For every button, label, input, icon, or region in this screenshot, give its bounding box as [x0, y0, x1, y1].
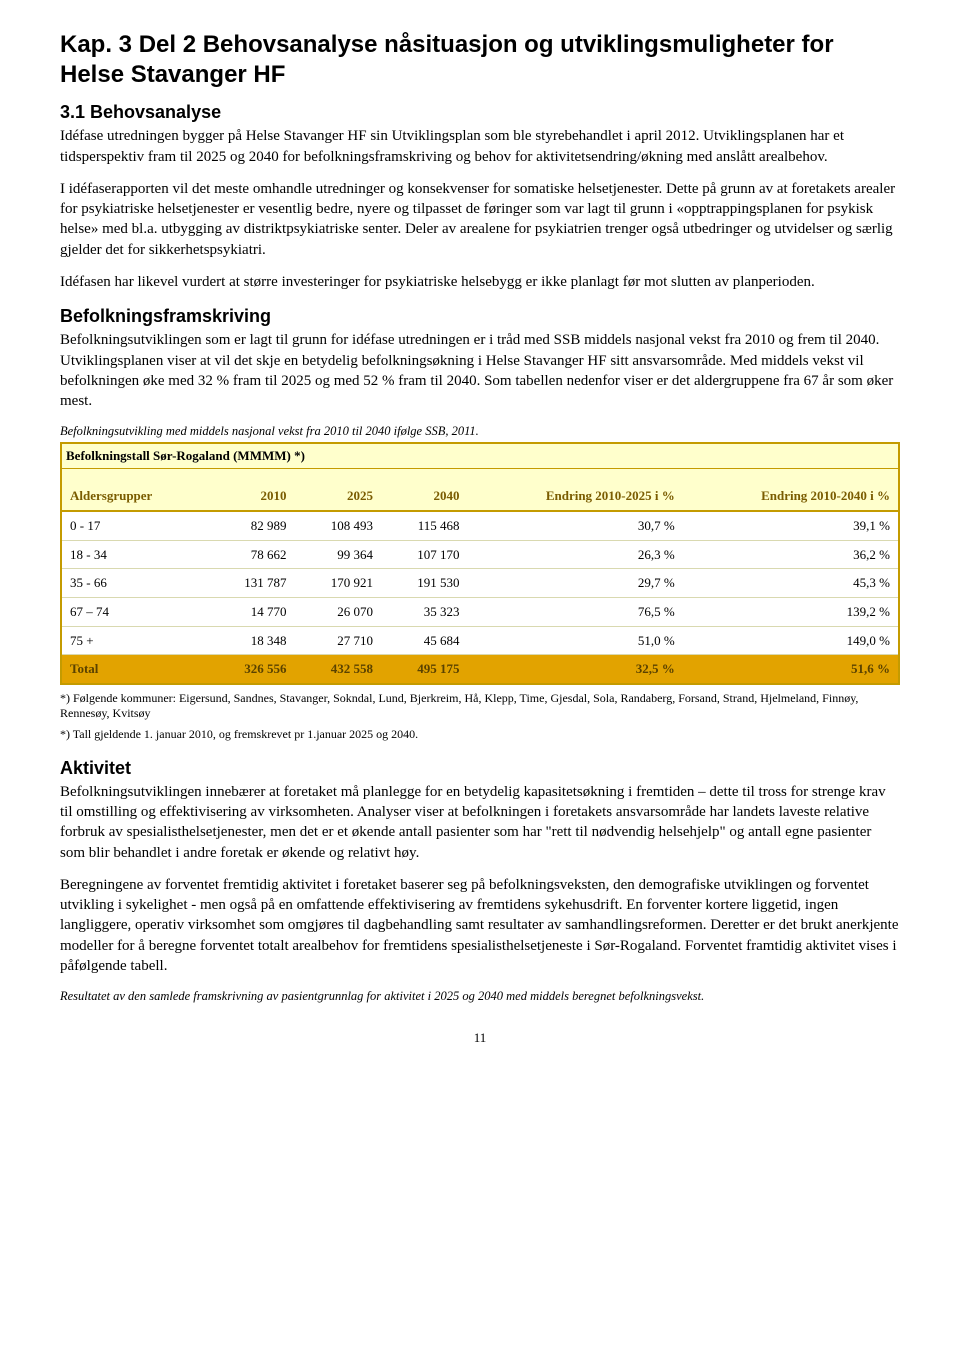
table-cell: 495 175 — [381, 655, 468, 684]
col-header: Endring 2010-2040 i % — [683, 468, 898, 511]
table-cell: 45 684 — [381, 626, 468, 655]
col-header: Endring 2010-2025 i % — [468, 468, 683, 511]
table-header-row: Aldersgrupper 2010 2025 2040 Endring 201… — [62, 468, 898, 511]
table-cell: 18 348 — [208, 626, 295, 655]
table-cell: 78 662 — [208, 540, 295, 569]
section-heading-befolkning: Befolkningsframskriving — [60, 304, 900, 328]
table-row: 0 - 1782 989108 493115 46830,7 %39,1 % — [62, 511, 898, 540]
paragraph: Idéfase utredningen bygger på Helse Stav… — [60, 126, 900, 167]
table-total-row: Total326 556432 558495 17532,5 %51,6 % — [62, 655, 898, 684]
table-cell: 32,5 % — [468, 655, 683, 684]
table-cell: 30,7 % — [468, 511, 683, 540]
table-banner: Befolkningstall Sør-Rogaland (MMMM) *) — [62, 443, 898, 468]
paragraph: Befolkningsutviklingen innebærer at fore… — [60, 782, 900, 863]
table-caption: Resultatet av den samlede framskrivning … — [60, 988, 900, 1005]
col-header: 2025 — [295, 468, 382, 511]
table-caption: Befolkningsutvikling med middels nasjona… — [60, 423, 900, 440]
table-cell: 27 710 — [295, 626, 382, 655]
paragraph: Utviklingsplanen viser at vil det skje e… — [60, 351, 900, 412]
table-cell: 99 364 — [295, 540, 382, 569]
paragraph: Befolkningsutviklingen som er lagt til g… — [60, 330, 900, 350]
table-cell: 26 070 — [295, 597, 382, 626]
table-cell: 76,5 % — [468, 597, 683, 626]
population-table: Befolkningstall Sør-Rogaland (MMMM) *) A… — [62, 442, 898, 684]
table-cell: 107 170 — [381, 540, 468, 569]
table-row: 35 - 66131 787170 921191 53029,7 %45,3 % — [62, 569, 898, 598]
table-cell: 51,0 % — [468, 626, 683, 655]
table-cell: 45,3 % — [683, 569, 898, 598]
table-cell: 326 556 — [208, 655, 295, 684]
table-footnote: *) Tall gjeldende 1. januar 2010, og fre… — [60, 727, 900, 742]
table-cell: 51,6 % — [683, 655, 898, 684]
table-cell: 75 + — [62, 626, 208, 655]
table-cell: 14 770 — [208, 597, 295, 626]
section-heading-aktivitet: Aktivitet — [60, 756, 900, 780]
table-cell: 149,0 % — [683, 626, 898, 655]
table-row: 18 - 3478 66299 364107 17026,3 %36,2 % — [62, 540, 898, 569]
table-cell: 191 530 — [381, 569, 468, 598]
table-cell: 18 - 34 — [62, 540, 208, 569]
page-number: 11 — [60, 1029, 900, 1047]
col-header: Aldersgrupper — [62, 468, 208, 511]
table-cell: 432 558 — [295, 655, 382, 684]
table-cell: 82 989 — [208, 511, 295, 540]
table-cell: 35 - 66 — [62, 569, 208, 598]
table-cell: 108 493 — [295, 511, 382, 540]
table-cell: 139,2 % — [683, 597, 898, 626]
col-header: 2040 — [381, 468, 468, 511]
paragraph: Beregningene av forventet fremtidig akti… — [60, 875, 900, 976]
page-title: Kap. 3 Del 2 Behovsanalyse nåsituasjon o… — [60, 30, 900, 90]
table-footnote: *) Følgende kommuner: Eigersund, Sandnes… — [60, 691, 900, 721]
table-row: 75 +18 34827 71045 68451,0 %149,0 % — [62, 626, 898, 655]
table-cell: 0 - 17 — [62, 511, 208, 540]
paragraph: I idéfaserapporten vil det meste omhandl… — [60, 179, 900, 260]
table-row: 67 – 7414 77026 07035 32376,5 %139,2 % — [62, 597, 898, 626]
col-header: 2010 — [208, 468, 295, 511]
table-cell: 29,7 % — [468, 569, 683, 598]
table-cell: 67 – 74 — [62, 597, 208, 626]
table-cell: Total — [62, 655, 208, 684]
table-cell: 131 787 — [208, 569, 295, 598]
table-cell: 26,3 % — [468, 540, 683, 569]
table-banner-row: Befolkningstall Sør-Rogaland (MMMM) *) — [62, 443, 898, 468]
table-cell: 35 323 — [381, 597, 468, 626]
paragraph: Idéfasen har likevel vurdert at større i… — [60, 272, 900, 292]
table-cell: 115 468 — [381, 511, 468, 540]
table-cell: 39,1 % — [683, 511, 898, 540]
table-cell: 36,2 % — [683, 540, 898, 569]
section-heading-behovsanalyse: 3.1 Behovsanalyse — [60, 100, 900, 124]
table-cell: 170 921 — [295, 569, 382, 598]
